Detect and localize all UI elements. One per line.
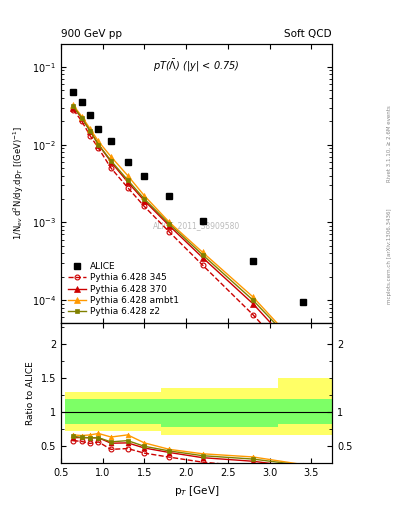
ALICE <box>167 193 172 199</box>
Pythia 6.428 z2 <box>71 103 76 110</box>
Pythia 6.428 345 <box>301 366 305 372</box>
Pythia 6.428 z2 <box>301 350 305 356</box>
Pythia 6.428 370 <box>96 141 101 147</box>
Line: ALICE: ALICE <box>70 89 306 305</box>
Pythia 6.428 345 <box>96 145 101 151</box>
Line: Pythia 6.428 370: Pythia 6.428 370 <box>71 105 306 360</box>
ALICE <box>200 218 205 224</box>
X-axis label: p$_T$ [GeV]: p$_T$ [GeV] <box>174 484 219 498</box>
Text: mcplots.cern.ch [arXiv:1306.3436]: mcplots.cern.ch [arXiv:1306.3436] <box>387 208 392 304</box>
Y-axis label: Ratio to ALICE: Ratio to ALICE <box>26 361 35 425</box>
Pythia 6.428 ambt1 <box>250 294 255 300</box>
ALICE <box>71 89 76 95</box>
Pythia 6.428 345 <box>167 229 172 235</box>
Pythia 6.428 ambt1 <box>79 114 84 120</box>
Pythia 6.428 z2 <box>125 177 130 183</box>
ALICE <box>88 112 92 118</box>
Text: Rivet 3.1.10, ≥ 2.6M events: Rivet 3.1.10, ≥ 2.6M events <box>387 105 392 182</box>
Pythia 6.428 ambt1 <box>108 154 113 160</box>
Pythia 6.428 370 <box>200 254 205 261</box>
Pythia 6.428 z2 <box>250 297 255 303</box>
Pythia 6.428 370 <box>108 159 113 165</box>
ALICE <box>142 173 147 179</box>
Legend: ALICE, Pythia 6.428 345, Pythia 6.428 370, Pythia 6.428 ambt1, Pythia 6.428 z2: ALICE, Pythia 6.428 345, Pythia 6.428 37… <box>65 260 182 319</box>
ALICE <box>108 138 113 144</box>
Pythia 6.428 z2 <box>200 252 205 258</box>
Pythia 6.428 ambt1 <box>125 173 130 179</box>
Pythia 6.428 z2 <box>142 196 147 202</box>
Pythia 6.428 345 <box>88 133 92 139</box>
Text: 900 GeV pp: 900 GeV pp <box>61 29 122 39</box>
Pythia 6.428 z2 <box>167 221 172 227</box>
Pythia 6.428 370 <box>167 223 172 229</box>
Pythia 6.428 345 <box>79 118 84 124</box>
Pythia 6.428 z2 <box>79 115 84 121</box>
Pythia 6.428 345 <box>125 184 130 190</box>
ALICE <box>250 258 255 264</box>
ALICE <box>125 159 130 165</box>
Text: Soft QCD: Soft QCD <box>285 29 332 39</box>
ALICE <box>96 125 101 132</box>
Pythia 6.428 370 <box>250 301 255 307</box>
Line: Pythia 6.428 345: Pythia 6.428 345 <box>71 108 305 371</box>
Line: Pythia 6.428 z2: Pythia 6.428 z2 <box>72 104 305 355</box>
Pythia 6.428 ambt1 <box>167 219 172 225</box>
Pythia 6.428 370 <box>71 104 76 111</box>
Pythia 6.428 ambt1 <box>200 249 205 255</box>
Pythia 6.428 z2 <box>108 158 113 164</box>
ALICE <box>79 99 84 105</box>
Text: pT($\bar{\Lambda}$) (|y| < 0.75): pT($\bar{\Lambda}$) (|y| < 0.75) <box>153 57 240 74</box>
Pythia 6.428 ambt1 <box>96 138 101 144</box>
Pythia 6.428 345 <box>200 262 205 268</box>
Pythia 6.428 345 <box>250 311 255 317</box>
Pythia 6.428 345 <box>71 107 76 113</box>
Line: Pythia 6.428 ambt1: Pythia 6.428 ambt1 <box>71 102 306 354</box>
Pythia 6.428 ambt1 <box>142 193 147 199</box>
Pythia 6.428 ambt1 <box>71 102 76 109</box>
Pythia 6.428 ambt1 <box>88 125 92 132</box>
Pythia 6.428 370 <box>125 179 130 185</box>
Pythia 6.428 370 <box>79 115 84 121</box>
Pythia 6.428 370 <box>301 355 305 361</box>
Pythia 6.428 345 <box>108 165 113 171</box>
Text: ALICE_2011_S8909580: ALICE_2011_S8909580 <box>153 221 240 230</box>
Pythia 6.428 345 <box>142 203 147 209</box>
Pythia 6.428 370 <box>142 198 147 204</box>
Pythia 6.428 370 <box>88 128 92 134</box>
Pythia 6.428 z2 <box>96 141 101 147</box>
Y-axis label: 1/N$_{ev}$ d$^2$N/dy.dp$_T$ [(GeV)$^{-1}$]: 1/N$_{ev}$ d$^2$N/dy.dp$_T$ [(GeV)$^{-1}… <box>12 126 26 240</box>
ALICE <box>301 298 305 305</box>
Pythia 6.428 z2 <box>88 128 92 134</box>
Pythia 6.428 ambt1 <box>301 348 305 354</box>
